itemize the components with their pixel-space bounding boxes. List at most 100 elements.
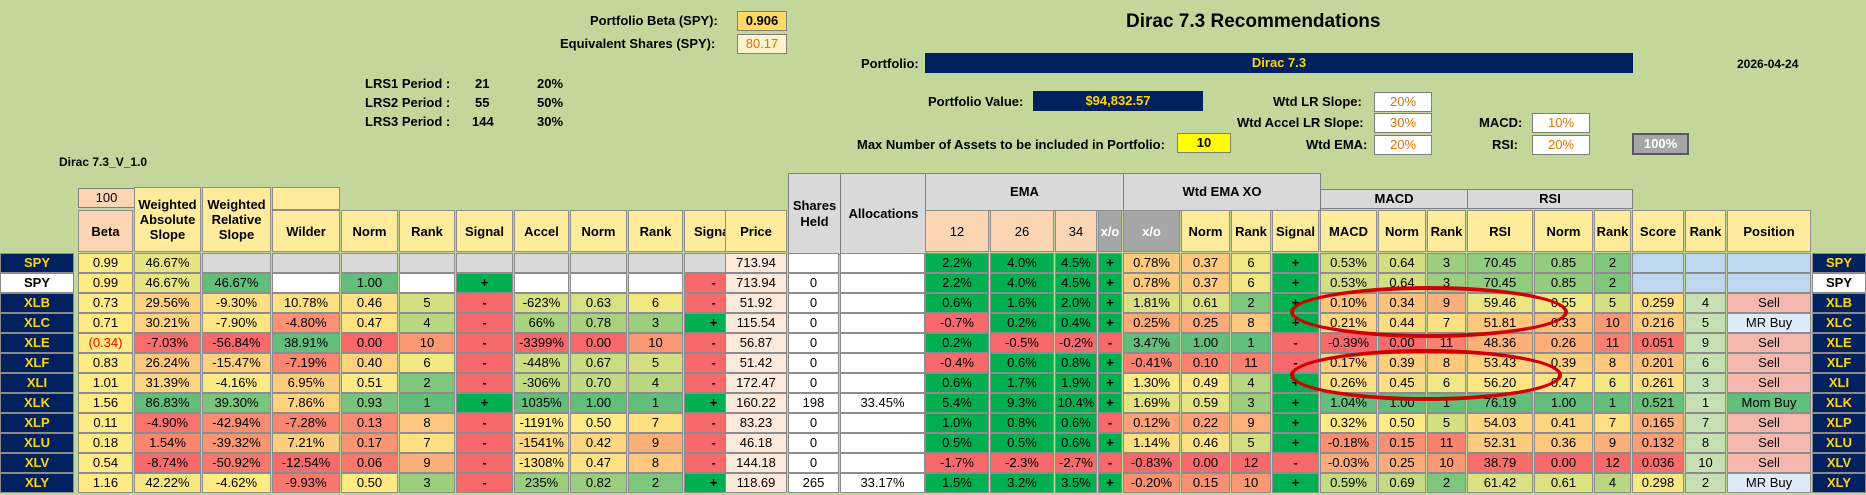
wtd-ema-label: Wtd EMA: [1306,137,1368,152]
col-header-r5: Rank [1594,210,1631,252]
cell-e12: -1.7% [925,453,989,473]
cell-r2: 7 [628,413,683,433]
col-header-label: Norm [1546,223,1581,239]
cell-r1 [399,253,455,273]
table-row[interactable]: XLB 0.73 29.56% -9.30% 10.78% 0.46 5- -623% 0.63… [0,293,1866,313]
cell-e26: 1.6% [990,293,1054,313]
cell-r5: 5 [1594,293,1631,313]
equivalent-shares-value[interactable]: 80.17 [737,34,787,54]
cell-n5: 0.26 [1534,333,1593,353]
cell-t: XLK [0,393,74,413]
cell-pos [1727,253,1811,273]
beta-multiplier[interactable]: 100 [78,188,135,208]
cell-al [840,413,925,433]
col-header-e34: 34 [1055,210,1097,252]
cell-n1: 0.51 [341,373,398,393]
cell-wil: -7.28% [272,413,340,433]
cell-n5: 0.85 [1534,273,1593,293]
cell-e34: 0.6% [1055,413,1097,433]
portfolio-value[interactable]: $94,832.57 [1033,91,1203,111]
table-row[interactable]: XLP 0.11 -4.90% -42.94% -7.28% 0.13 8- -1191% 0.… [0,413,1866,433]
cell-xo: + [1098,473,1122,493]
cell-price: 56.87 [725,333,787,353]
cell-acc: -1541% [514,433,569,453]
cell-rk: 3 [1685,373,1726,393]
cell-n2: 0.50 [570,413,627,433]
cell-n4: 0.69 [1378,473,1426,493]
table-row[interactable]: XLE (0.34) -7.03% -56.84% 38.91% 0.00 10- -3399… [0,333,1866,353]
col-header-r1: Rank [399,210,455,252]
table-row[interactable]: XLU 0.18 1.54% -39.32% 7.21% 0.17 7- -1541% 0.42… [0,433,1866,453]
cell-t: XLE [0,333,74,353]
cell-t: XLF [0,353,74,373]
cell-beta: 0.73 [78,293,133,313]
table-row[interactable]: XLF 0.83 26.24% -15.47% -7.19% 0.40 6- -448% 0.6… [0,353,1866,373]
cell-acc [514,273,569,293]
col-header-label: x/o [1142,223,1161,239]
table-row[interactable]: SPY 0.99 46.67% 713.94 2.2% 4.0% 4.5% +0.78% 0.3… [0,253,1866,273]
cell-r2: 8 [628,453,683,473]
cell-n2: 1.00 [570,393,627,413]
annotation-circle-xlf-xli [1290,349,1562,401]
cell-rk: 4 [1685,293,1726,313]
max-assets-value[interactable]: 10 [1177,133,1231,153]
portfolio-value-label: Portfolio Value: [928,94,1024,109]
macd-group-header: MACD [1320,189,1468,209]
macd-weight-label: MACD: [1479,115,1523,130]
wtd-ema-value[interactable]: 20% [1374,135,1432,155]
wtd-lr-slope-label: Wtd LR Slope: [1273,94,1362,109]
table-row[interactable]: XLY 1.16 42.22% -4.62% -9.93% 0.50 3-235% 0.82 2… [0,473,1866,493]
portfolio-name[interactable]: Dirac 7.3 [925,53,1633,73]
cell-acc: -3399% [514,333,569,353]
col-header-macd: MACD [1320,210,1377,252]
cell-rk: 1 [1685,393,1726,413]
cell-n2: 0.47 [570,453,627,473]
cell-n2: 0.42 [570,433,627,453]
cell-t2: XLC [1812,313,1866,333]
wtd-lr-slope-value[interactable]: 20% [1374,92,1432,112]
col-header-e26: 26 [990,210,1054,252]
cell-n3: 0.46 [1181,433,1230,453]
cell-r2 [628,253,683,273]
cell-wil: -7.19% [272,353,340,373]
cell-was: 29.56% [134,293,201,313]
cell-n2: 0.00 [570,333,627,353]
cell-e12: -0.7% [925,313,989,333]
cell-r5: 12 [1594,453,1631,473]
cell-sc [1632,273,1684,293]
cell-wrs: -4.62% [202,473,271,493]
cell-t2: XLE [1812,333,1866,353]
cell-e34: -2.7% [1055,453,1097,473]
cell-r4: 11 [1427,433,1466,453]
cell-beta: (0.34) [78,333,133,353]
shares-held-header: Shares Held [788,173,841,255]
cell-acc: -306% [514,373,569,393]
cell-s1: - [456,373,513,393]
portfolio-beta-value[interactable]: 0.906 [737,11,787,31]
cell-wil [272,253,340,273]
cell-s1: - [456,293,513,313]
cell-rk: 7 [1685,413,1726,433]
col-header-label: RSI [1489,223,1511,239]
cell-was: 46.67% [134,253,201,273]
cell-was: -8.74% [134,453,201,473]
cell-r5: 4 [1594,473,1631,493]
cell-e12: 0.2% [925,333,989,353]
rsi-weight-value[interactable]: 20% [1532,135,1590,155]
table-row[interactable]: XLC 0.71 30.21% -7.90% -4.80% 0.47 4-66% 0.78 3 +… [0,313,1866,333]
cell-n3: 0.10 [1181,353,1230,373]
table-row[interactable]: XLK 1.56 86.83% 39.30% 7.86% 0.93 1 +1035% 1.00 1… [0,393,1866,413]
table-row[interactable]: SPY 0.99 46.67% 46.67% 1.00 + -713.94 0 2.2% 4.0%… [0,273,1866,293]
cell-r3: 11 [1231,353,1271,373]
table-row[interactable]: XLV 0.54 -8.74% -50.92% -12.54% 0.06 9- -1308% 0… [0,453,1866,473]
cell-e12: 2.2% [925,253,989,273]
wtd-accel-value[interactable]: 30% [1374,113,1432,133]
cell-sc: 0.521 [1632,393,1684,413]
cell-e12: 2.2% [925,273,989,293]
cell-r1: 5 [399,293,455,313]
cell-xo: + [1098,293,1122,313]
cell-r2: 6 [628,293,683,313]
table-row[interactable]: XLI 1.01 31.39% -4.16% 6.95% 0.51 2- -306% 0.70 4… [0,373,1866,393]
macd-weight-value[interactable]: 10% [1532,113,1590,133]
cell-t2: XLI [1812,373,1866,393]
